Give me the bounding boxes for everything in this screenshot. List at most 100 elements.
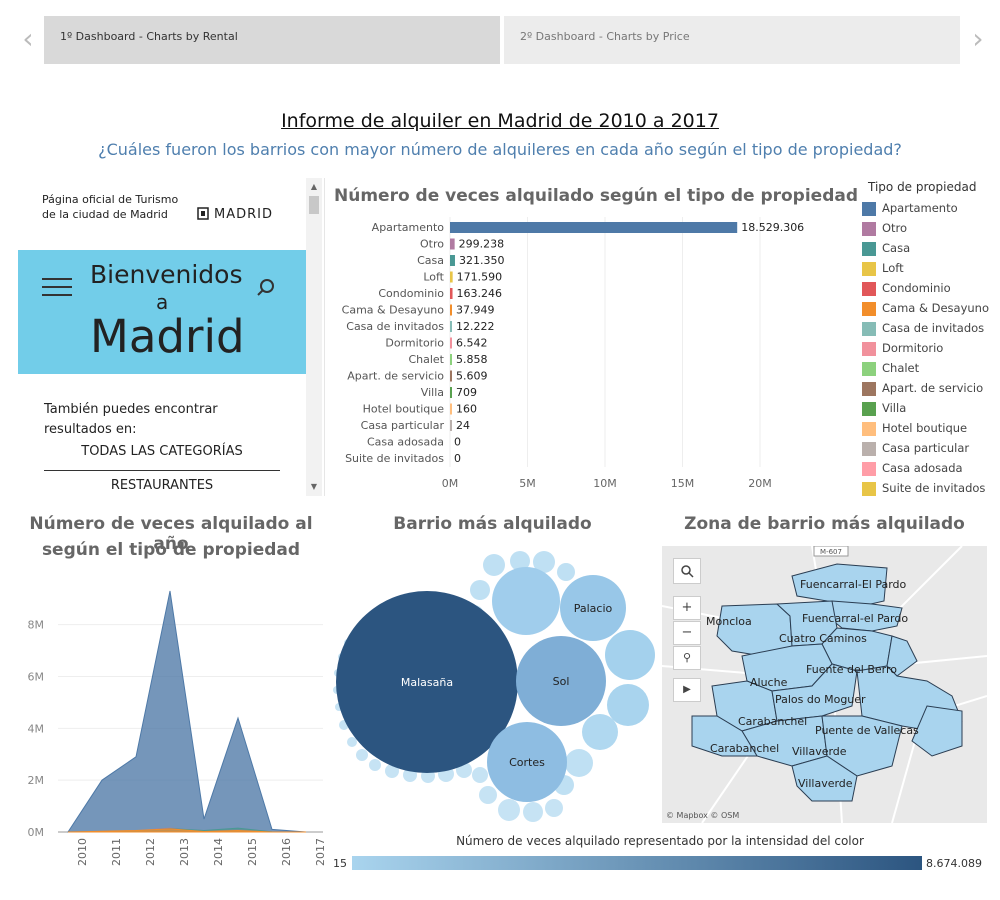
legend-item[interactable]: Casa — [862, 241, 910, 256]
search-icon[interactable] — [256, 278, 276, 303]
pin-icon[interactable]: ⚲ — [673, 646, 701, 670]
map-label-cuatro-caminos: Cuatro Caminos — [779, 632, 867, 645]
bar[interactable] — [450, 337, 452, 349]
bubble-palacio[interactable] — [560, 575, 626, 641]
road-sign-label: M-607 — [820, 548, 842, 556]
bar[interactable] — [450, 255, 455, 266]
bar[interactable] — [450, 387, 452, 398]
legend-label: Dormitorio — [882, 341, 944, 355]
map-expand-arrow-icon[interactable]: ▶ — [673, 678, 701, 702]
legend-item[interactable]: Otro — [862, 221, 907, 236]
bar-value-label: 709 — [456, 386, 477, 399]
bar-value-label: 321.350 — [459, 254, 505, 267]
hamburger-menu-icon[interactable] — [42, 278, 72, 302]
legend-item[interactable]: Loft — [862, 261, 904, 276]
color-legend-min: 15 — [333, 857, 347, 870]
road-sign — [813, 546, 849, 557]
bar-category-label: Apart. de servicio — [347, 370, 444, 383]
map-label-fuencarral-1: Fuencarral-El Pardo — [800, 578, 907, 591]
area-x-tick: 2010 — [76, 838, 89, 866]
welcome-line-1: Bienvenidos — [90, 260, 243, 289]
bubble-malasana[interactable] — [336, 591, 518, 773]
bar[interactable] — [450, 420, 452, 431]
category-restaurants-link[interactable]: RESTAURANTES — [110, 478, 214, 493]
area-series[interactable] — [67, 590, 307, 833]
legend-item[interactable]: Apartamento — [862, 201, 958, 216]
area-chart-title-line-1: Número de veces alquilado al año — [29, 514, 313, 554]
bar-chart[interactable]: 0M 5M 10M 15M 20M Apartamento 18.529.306 Otro 29… — [330, 215, 850, 495]
legend-item[interactable]: Suite de invitados — [862, 481, 985, 496]
area-y-tick: 0M — [28, 826, 45, 839]
bubble-chart[interactable]: Malasaña Sol Palacio Cortes — [330, 545, 660, 830]
zoom-in-icon[interactable]: + — [673, 596, 701, 620]
bar[interactable] — [450, 370, 452, 382]
area-chart[interactable]: 0M 2M 4M 6M 8M 2010 2011 2012 2013 2014 2015 2016 20… — [18, 570, 328, 870]
legend-item[interactable]: Cama & Desayuno — [862, 301, 989, 316]
bubble-sol[interactable] — [516, 636, 606, 726]
bar-value-label: 171.590 — [457, 271, 503, 284]
madrid-crest-icon — [197, 207, 209, 220]
scrollbar-thumb[interactable] — [309, 196, 319, 214]
welcome-line-2: a — [156, 290, 169, 314]
next-tab-arrow-icon[interactable]: › — [972, 22, 984, 55]
color-legend-gradient — [352, 856, 922, 870]
bar-value-label: 24 — [456, 419, 470, 432]
area-y-tick: 2M — [28, 774, 45, 787]
bar[interactable] — [450, 321, 452, 332]
district-shapes[interactable] — [691, 563, 963, 802]
embedded-web-page[interactable]: Página oficial de Turismo de la ciudad d… — [18, 178, 325, 496]
map-labels: Fuencarral-El Pardo Fuencarral-el Pardo … — [666, 578, 919, 820]
zoom-out-icon[interactable]: − — [673, 621, 701, 645]
legend-item[interactable]: Hotel boutique — [862, 421, 967, 436]
bar-value-label: 163.246 — [457, 287, 503, 300]
legend-item[interactable]: Villa — [862, 401, 906, 416]
welcome-line-3: Madrid — [90, 310, 245, 363]
area-series[interactable] — [67, 828, 307, 833]
bar[interactable] — [450, 222, 738, 233]
previous-tab-arrow-icon[interactable]: ‹ — [22, 22, 34, 55]
bar[interactable] — [450, 238, 455, 250]
tab-dashboard-price[interactable]: 2º Dashboard - Charts by Price — [504, 16, 960, 64]
bar-value-label: 0 — [454, 436, 461, 449]
bar[interactable] — [450, 304, 452, 316]
legend-item[interactable]: Condominio — [862, 281, 951, 296]
map-label-puente-de-vallecas: Puente de Vallecas — [815, 724, 919, 737]
map-label-palos-do-moguer: Palos do Moguer — [775, 693, 866, 706]
bubble-unlabeled[interactable] — [492, 567, 560, 635]
legend-swatch — [862, 381, 876, 396]
scroll-down-icon[interactable]: ▼ — [310, 482, 318, 491]
map-title: Zona de barrio más alquilado — [684, 514, 965, 534]
legend-item[interactable]: Casa particular — [862, 441, 969, 456]
legend-swatch — [862, 401, 876, 416]
area-y-tick: 4M — [28, 722, 45, 735]
scroll-up-icon[interactable]: ▲ — [310, 182, 318, 191]
legend-label: Condominio — [882, 281, 951, 295]
bubble-cortes[interactable] — [487, 722, 567, 802]
tab-dashboard-rental[interactable]: 1º Dashboard - Charts by Rental — [44, 16, 500, 64]
bar-category-label: Dormitorio — [385, 337, 444, 350]
bar-category-label: Casa particular — [361, 419, 445, 432]
page-title-text: Informe de alquiler en Madrid de 2010 a … — [281, 110, 719, 132]
map-label-fuente-del-berro: Fuente del Berro — [806, 663, 897, 676]
legend-item[interactable]: Chalet — [862, 361, 919, 376]
web-panel-scrollbar[interactable]: ▲ ▼ — [306, 178, 322, 496]
bar[interactable] — [450, 271, 453, 283]
legend-item[interactable]: Casa de invitados — [862, 321, 984, 336]
category-divider — [44, 470, 280, 471]
district-map[interactable]: M-607 Fuencarral-El Pardo Fuencarral-el … — [662, 546, 987, 823]
bar[interactable] — [450, 288, 453, 299]
legend-item[interactable]: Dormitorio — [862, 341, 943, 356]
bar[interactable] — [450, 403, 452, 415]
madrid-logo[interactable]: MADRID — [196, 206, 273, 222]
legend-swatch — [862, 481, 876, 496]
area-x-tick: 2011 — [110, 838, 123, 866]
legend-label: Casa particular — [882, 441, 970, 455]
bar-category-label: Apartamento — [372, 221, 445, 234]
category-all-link[interactable]: TODAS LAS CATEGORÍAS — [81, 444, 243, 459]
madrid-logo-text: MADRID — [214, 207, 273, 222]
map-label-carabanchel-2: Carabanchel — [710, 742, 779, 755]
map-search-icon[interactable] — [673, 558, 701, 584]
bar[interactable] — [450, 354, 452, 365]
legend-item[interactable]: Casa adosada — [862, 461, 963, 476]
legend-item[interactable]: Apart. de servicio — [862, 381, 983, 396]
